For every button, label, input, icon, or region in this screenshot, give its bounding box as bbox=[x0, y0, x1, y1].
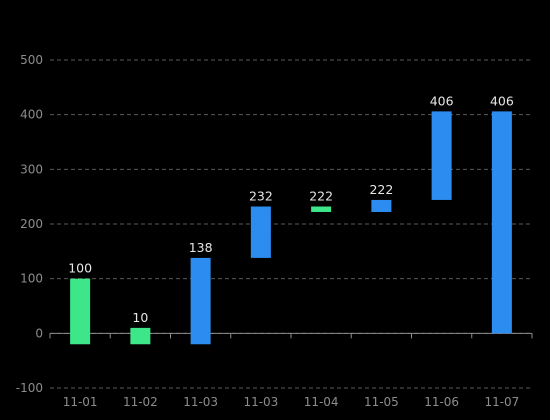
data-label: 222 bbox=[369, 182, 393, 197]
y-tick-label: -100 bbox=[16, 381, 43, 395]
x-axis: 11-01 11-02 11-03 11-03 11-04 11-05 11-06 11-07 bbox=[49, 332, 533, 409]
bar bbox=[130, 327, 151, 345]
y-tick-label: 300 bbox=[20, 162, 43, 176]
bar bbox=[250, 206, 271, 258]
x-tick-label: 11-02 bbox=[123, 395, 158, 409]
bar bbox=[491, 111, 512, 334]
data-label: 222 bbox=[309, 189, 333, 204]
bar bbox=[70, 278, 91, 345]
x-tick-label: 11-03 bbox=[243, 395, 278, 409]
y-tick-label: 400 bbox=[20, 108, 43, 122]
y-axis-ticks: -100 0 100 200 300 400 500 bbox=[16, 53, 43, 395]
x-tick-label: 11-06 bbox=[424, 395, 459, 409]
data-label: 100 bbox=[68, 261, 92, 276]
y-tick-label: 100 bbox=[20, 272, 43, 286]
x-tick-label: 11-05 bbox=[364, 395, 399, 409]
x-tick-label: 11-07 bbox=[484, 395, 519, 409]
y-tick-label: 200 bbox=[20, 217, 43, 231]
data-label: 232 bbox=[249, 189, 273, 204]
grid-lines bbox=[50, 59, 532, 389]
x-tick-label: 11-04 bbox=[304, 395, 339, 409]
bar bbox=[371, 199, 392, 212]
data-label: 406 bbox=[430, 93, 454, 108]
data-label: 138 bbox=[189, 240, 213, 255]
data-label: 10 bbox=[132, 310, 148, 325]
x-tick-label: 11-01 bbox=[63, 395, 98, 409]
x-tick-label: 11-03 bbox=[183, 395, 218, 409]
data-labels: 100 10 138 232 222 222 406 406 bbox=[68, 93, 514, 324]
y-tick-label: 0 bbox=[35, 326, 43, 340]
bar bbox=[190, 257, 211, 345]
data-label: 406 bbox=[490, 93, 514, 108]
bar bbox=[311, 206, 332, 212]
bar bbox=[431, 111, 452, 200]
bars bbox=[70, 111, 512, 345]
y-tick-label: 500 bbox=[20, 53, 43, 67]
